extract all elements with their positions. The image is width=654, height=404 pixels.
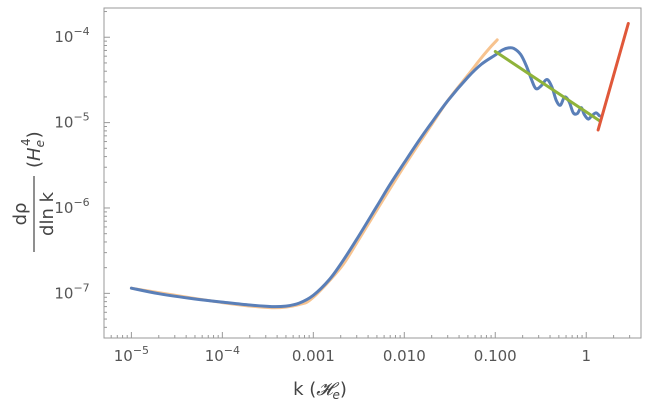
x-tick-label: 10−4 — [205, 344, 240, 365]
x-tick-label: 0.010 — [383, 347, 426, 365]
x-tick-label: 0.001 — [292, 347, 335, 365]
x-axis: 10−5 10−4 0.001 0.010 0.100 1 — [110, 332, 631, 365]
y-axis-label: dρ dln k (He4) — [10, 131, 58, 252]
series-line-0 — [129, 46, 601, 309]
plot-area — [129, 22, 630, 310]
y-tick-label: 10−6 — [54, 196, 89, 217]
plot-frame — [103, 7, 642, 339]
y-tick-label: 10−4 — [54, 25, 89, 46]
series-line-1 — [129, 38, 499, 310]
x-tick-label: 1 — [581, 347, 591, 365]
x-tick-label: 0.100 — [474, 347, 517, 365]
x-axis-label: k (𝓗e) — [293, 379, 347, 402]
series-line-2 — [493, 50, 601, 123]
x-tick-label: 10−5 — [114, 344, 149, 365]
y-label-numerator: dρ — [10, 203, 31, 226]
series-line-3 — [596, 22, 630, 132]
y-label-unit: (He4) — [19, 131, 47, 168]
y-tick-label: 10−7 — [54, 281, 89, 302]
y-axis: 10−7 10−6 10−5 10−4 — [54, 11, 110, 339]
y-tick-label: 10−5 — [54, 111, 89, 132]
y-label-denominator: dln k — [37, 191, 58, 236]
